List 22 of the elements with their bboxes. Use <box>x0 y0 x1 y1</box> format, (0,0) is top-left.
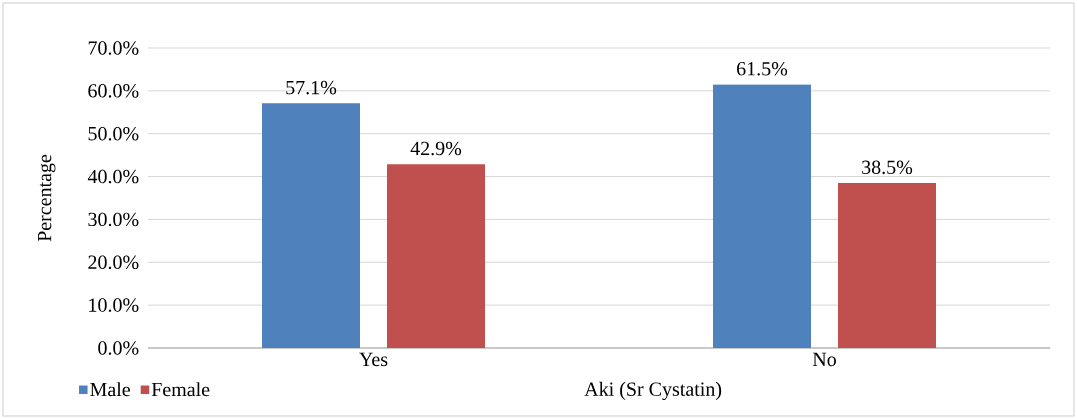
legend-label: Male <box>90 382 130 397</box>
x-axis-title: Aki (Sr Cystatin) <box>584 381 722 401</box>
bar <box>387 164 485 348</box>
y-tick-label: 10.0% <box>89 298 139 312</box>
x-tick-label: Yes <box>359 352 388 367</box>
data-label: 42.9% <box>410 141 462 156</box>
bar <box>262 103 360 348</box>
y-tick-label: 50.0% <box>88 126 139 141</box>
y-tick-label: 30.0% <box>88 212 139 227</box>
data-label: 61.5% <box>737 61 788 76</box>
y-axis-title: Percentage <box>38 154 56 242</box>
y-tick-label: 60.0% <box>88 84 139 98</box>
y-tick-label: 40.0% <box>87 169 139 184</box>
bar <box>838 182 936 348</box>
legend-label: Female <box>151 382 210 397</box>
y-tick-label: 20.0% <box>88 255 139 270</box>
bar <box>713 84 811 348</box>
y-tick-label: 70.0% <box>88 41 139 55</box>
data-label: 57.1% <box>286 80 337 95</box>
data-label: 38.5% <box>862 160 913 175</box>
y-tick-label: 0.0% <box>98 341 139 355</box>
x-tick-label: No <box>812 352 836 367</box>
